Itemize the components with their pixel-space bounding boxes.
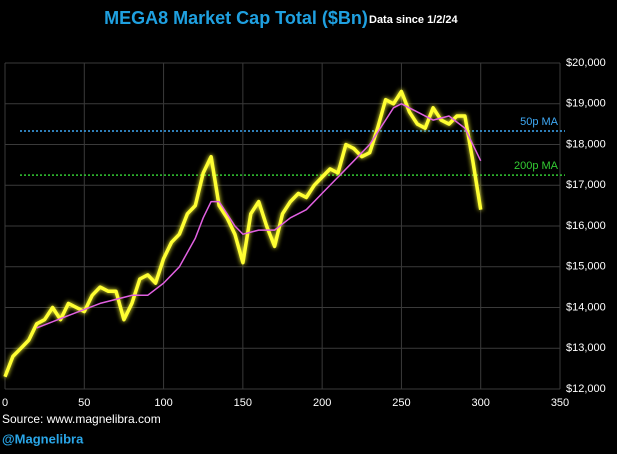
handle: @Magnelibra [2,431,84,446]
y-tick-label: $18,000 [566,138,606,150]
x-tick-label: 150 [234,397,252,409]
y-tick-label: $20,000 [566,57,606,69]
y-tick-label: $15,000 [566,261,606,273]
y-tick-label: $16,000 [566,220,606,232]
y-tick-label: $14,000 [566,301,606,313]
x-tick-label: 100 [154,397,172,409]
x-tick-label: 50 [78,397,90,409]
reference-label: 200p MA [514,160,559,172]
y-tick-label: $12,000 [566,383,606,395]
y-tick-label: $17,000 [566,179,606,191]
y-tick-label: $13,000 [566,342,606,354]
x-tick-label: 350 [551,397,569,409]
source: Source: www.magnelibra.com [2,412,161,426]
subtitle: Data since 1/2/24 [369,14,459,26]
reference-label: 50p MA [520,116,559,128]
chart-title: MEGA8 Market Cap Total ($Bn) [104,8,368,28]
x-tick-label: 300 [472,397,490,409]
y-tick-label: $19,000 [566,98,606,110]
series-line [36,103,482,329]
x-tick-label: 200 [313,397,331,409]
x-tick-label: 250 [392,397,410,409]
x-tick-label: 0 [2,397,8,409]
series-line [3,89,483,378]
